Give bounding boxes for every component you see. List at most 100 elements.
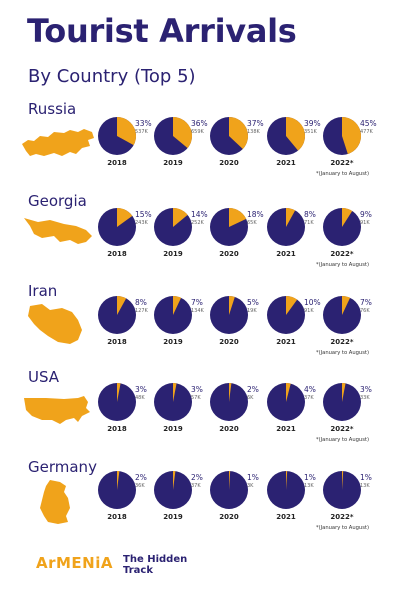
footnote-russia: *(January to August): [316, 171, 369, 177]
year-label-russia-2019: 2019: [163, 159, 183, 167]
brand-tagline: The Hidden Track: [123, 554, 187, 576]
year-label-germany-2021: 2021: [276, 513, 296, 521]
pie-slice-iran-2020: [229, 296, 235, 315]
year-label-georgia-2018: 2018: [107, 250, 127, 258]
pie-slice-russia-2019: [173, 116, 192, 149]
pie-russia-2019: [154, 116, 192, 155]
year-label-usa-2020: 2020: [219, 425, 239, 433]
pie-iran-2022: [323, 296, 361, 334]
country-label-georgia: Georgia: [28, 192, 87, 210]
pie-slice-usa-2018: [117, 383, 121, 402]
pie-count-usa-2021: 37K: [304, 395, 314, 401]
pie-slice-georgia-2018: [117, 208, 133, 227]
pie-georgia-2019: [154, 208, 192, 246]
pie-slice-germany-2020: [229, 471, 231, 490]
country-label-iran: Iran: [28, 282, 58, 300]
pie-slice-usa-2021: [286, 383, 291, 402]
pie-slice-russia-2018: [117, 117, 136, 146]
pie-percent-usa-2019: 3%: [191, 385, 203, 394]
pie-count-iran-2018: 127K: [135, 308, 149, 314]
footnote-usa: *(January to August): [316, 437, 369, 443]
pie-percent-iran-2021: 10%: [304, 298, 321, 307]
pie-slice-iran-2022: [342, 296, 351, 315]
pie-count-iran-2021: 91K: [304, 308, 314, 314]
usa-map-icon: [24, 396, 90, 424]
pie-russia-2018: [98, 117, 136, 155]
pie-russia-2020: [210, 116, 249, 155]
year-label-iran-2022: 2022*: [330, 338, 353, 346]
pie-count-russia-2022: 477K: [360, 129, 374, 135]
pie-percent-germany-2022: 1%: [360, 473, 372, 482]
pie-germany-2022: [323, 471, 361, 509]
pie-count-usa-2022: 33K: [360, 395, 370, 401]
pie-russia-2021: [267, 116, 306, 155]
pie-percent-germany-2020: 1%: [247, 473, 259, 482]
pie-percent-georgia-2020: 18%: [247, 210, 264, 219]
pie-percent-usa-2020: 2%: [247, 385, 259, 394]
year-label-usa-2021: 2021: [276, 425, 296, 433]
footnote-germany: *(January to August): [316, 525, 369, 531]
year-label-iran-2021: 2021: [276, 338, 296, 346]
pie-slice-germany-2022: [342, 471, 344, 490]
pie-slice-georgia-2019: [173, 208, 188, 227]
country-label-usa: USA: [28, 368, 60, 386]
pie-percent-iran-2020: 5%: [247, 298, 259, 307]
pie-usa-2021: [267, 383, 305, 421]
year-label-russia-2021: 2021: [276, 159, 296, 167]
pie-count-georgia-2021: 71K: [304, 220, 314, 226]
pie-usa-2019: [154, 383, 192, 421]
pie-germany-2021: [267, 471, 305, 509]
pie-slice-russia-2020: [229, 116, 249, 150]
pie-count-germany-2018: 36K: [135, 483, 145, 489]
pie-count-germany-2022: 13K: [360, 483, 370, 489]
year-label-iran-2020: 2020: [219, 338, 239, 346]
pie-slice-russia-2022: [342, 117, 361, 155]
pie-slice-germany-2021: [286, 471, 288, 490]
pie-iran-2019: [154, 296, 192, 334]
pie-count-russia-2018: 537K: [135, 129, 149, 135]
pie-percent-georgia-2019: 14%: [191, 210, 208, 219]
pie-slice-usa-2022: [342, 383, 346, 402]
pie-percent-russia-2018: 33%: [135, 119, 152, 128]
pie-count-germany-2021: 13K: [304, 483, 314, 489]
pie-percent-germany-2021: 1%: [304, 473, 316, 482]
tagline-line1: The Hidden: [123, 554, 188, 565]
pie-slice-russia-2021: [286, 116, 306, 151]
year-label-russia-2018: 2018: [107, 159, 127, 167]
year-label-germany-2022: 2022*: [330, 513, 353, 521]
pie-percent-usa-2021: 4%: [304, 385, 316, 394]
pie-count-russia-2019: 659K: [191, 129, 205, 135]
pie-count-iran-2019: 134K: [191, 308, 205, 314]
georgia-map-icon: [24, 218, 92, 244]
pie-percent-russia-2020: 37%: [247, 119, 264, 128]
pie-count-georgia-2019: 252K: [191, 220, 205, 226]
pie-slice-germany-2018: [117, 471, 120, 490]
pie-count-usa-2018: 48K: [135, 395, 145, 401]
pie-usa-2022: [323, 383, 361, 421]
year-label-russia-2022: 2022*: [330, 159, 353, 167]
pie-slice-georgia-2021: [286, 208, 296, 227]
year-label-usa-2018: 2018: [107, 425, 127, 433]
footnote-iran: *(January to August): [316, 350, 369, 356]
pie-count-georgia-2022: 91K: [360, 220, 370, 226]
pie-georgia-2018: [98, 208, 136, 246]
pie-slice-usa-2019: [173, 383, 177, 402]
pie-germany-2018: [98, 471, 136, 509]
pie-count-russia-2020: 138K: [247, 129, 261, 135]
pie-count-usa-2020: 6K: [247, 395, 254, 401]
pie-germany-2019: [154, 471, 192, 509]
pie-slice-iran-2018: [117, 296, 127, 315]
pie-percent-iran-2019: 7%: [191, 298, 203, 307]
pie-count-iran-2022: 76K: [360, 308, 370, 314]
pie-count-usa-2019: 57K: [191, 395, 201, 401]
pie-count-georgia-2020: 65K: [247, 220, 257, 226]
year-label-usa-2022: 2022*: [330, 425, 353, 433]
pie-count-russia-2021: 351K: [304, 129, 318, 135]
pie-percent-russia-2021: 39%: [304, 119, 321, 128]
pie-count-iran-2020: 19K: [247, 308, 257, 314]
footnote-georgia: *(January to August): [316, 262, 369, 268]
pie-percent-georgia-2021: 8%: [304, 210, 316, 219]
pie-iran-2020: [210, 296, 248, 334]
pie-percent-russia-2022: 45%: [360, 119, 377, 128]
pie-slice-germany-2019: [173, 471, 176, 490]
